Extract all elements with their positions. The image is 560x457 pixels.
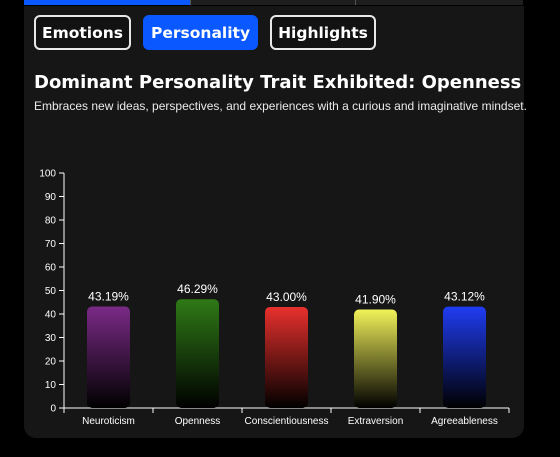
progress-segments [24,0,523,5]
y-tick-label: 0 [50,404,56,415]
bar-openness[interactable] [176,299,219,408]
y-tick-label: 20 [45,357,57,368]
y-tick-label: 10 [45,380,57,391]
dominant-trait-title: Dominant Personality Trait Exhibited: Op… [34,72,522,93]
y-tick-label: 90 [45,192,57,203]
y-tick-label: 70 [45,239,57,250]
bar-value-label: 43.00% [266,290,307,304]
y-tick-label: 60 [45,263,57,274]
y-tick-label: 100 [39,169,56,180]
category-label: Agreeableness [431,416,498,427]
y-tick-label: 30 [45,333,57,344]
category-label: Openness [175,416,221,427]
category-label: Conscientiousness [245,416,329,427]
category-label: Extraversion [348,416,404,427]
personality-card: Emotions Personality Highlights Dominant… [24,6,527,438]
personality-bar-chart: 0 10 20 30 40 50 60 70 80 90 100 43.19% Neuroticism 4… [39,169,510,427]
bar-neuroticism[interactable] [87,306,130,408]
y-tick-label: 50 [45,286,57,297]
bar-value-label: 43.19% [88,290,129,304]
tab-bar: Emotions Personality Highlights [34,15,376,50]
progress-segment [356,0,523,5]
bar-extraversion[interactable] [354,309,397,408]
tab-emotions[interactable]: Emotions [34,15,132,50]
progress-segment [190,0,356,5]
tab-personality[interactable]: Personality [143,15,259,50]
dominant-trait-description: Embraces new ideas, perspectives, and ex… [34,99,527,113]
y-tick-label: 80 [45,216,57,227]
bar-value-label: 46.29% [177,282,218,296]
bar-value-label: 43.12% [444,290,485,304]
category-label: Neuroticism [82,416,135,427]
bar-agreeableness[interactable] [443,306,486,408]
tab-highlights[interactable]: Highlights [270,15,376,50]
bar-value-label: 41.90% [355,293,396,307]
y-tick-label: 40 [45,310,57,321]
progress-segment-active [24,0,190,5]
bar-conscientiousness[interactable] [265,306,308,408]
